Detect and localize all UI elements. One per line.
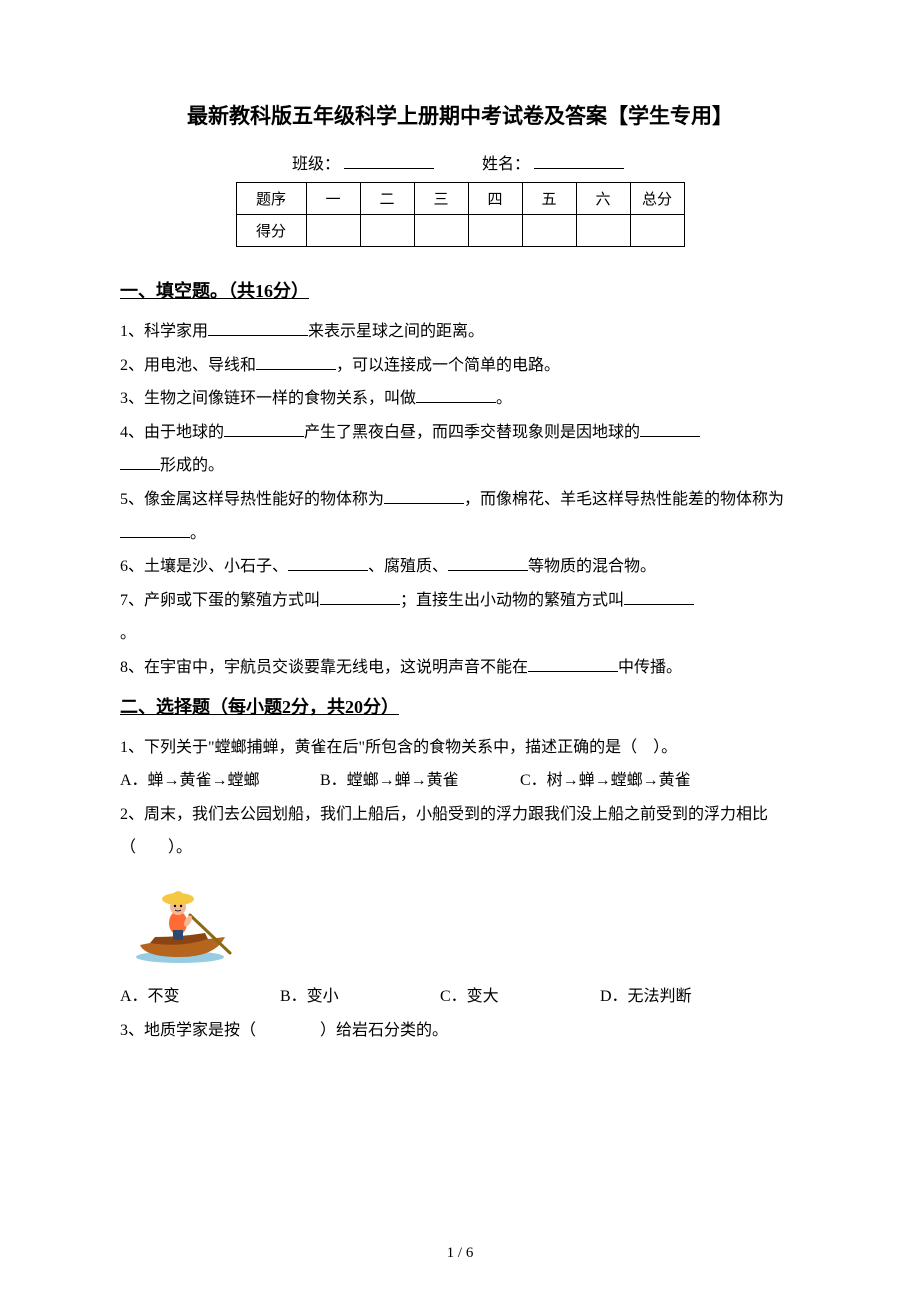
- fill-blank: [320, 604, 400, 605]
- score-cell: [468, 215, 522, 247]
- q-text: 6、土壤是沙、小石子、: [120, 558, 288, 575]
- q-text: 来表示星球之间的距离。: [308, 323, 484, 340]
- score-table: 题序 一 二 三 四 五 六 总分 得分: [236, 182, 685, 247]
- col-header: 二: [360, 183, 414, 215]
- col-header: 一: [306, 183, 360, 215]
- question-2-3: 3、地质学家是按（ ）给岩石分类的。: [120, 1014, 800, 1048]
- question-1-1: 1、科学家用 来表示星球之间的距离。: [120, 315, 800, 349]
- row-label: 题序: [236, 183, 306, 215]
- question-2-2: 2、周末，我们去公园划船，我们上船后，小船受到的浮力跟我们没上船之前受到的浮力相…: [120, 798, 800, 865]
- fill-blank: [624, 604, 694, 605]
- class-label: 班级：: [292, 156, 340, 173]
- q-text: 。: [496, 390, 512, 407]
- class-name-row: 班级： 姓名：: [120, 150, 800, 174]
- fill-blank: [448, 570, 528, 571]
- option-c: C．树→蝉→螳螂→黄雀: [520, 764, 691, 798]
- col-header: 总分: [630, 183, 684, 215]
- q-text: ；直接生出小动物的繁殖方式叫: [400, 592, 624, 609]
- col-header: 六: [576, 183, 630, 215]
- question-1-8: 8、在宇宙中，宇航员交谈要靠无线电，这说明声音不能在 中传播。: [120, 651, 800, 685]
- col-header: 三: [414, 183, 468, 215]
- question-1-5: 5、像金属这样导热性能好的物体称为 ，而像棉花、羊毛这样导热性能差的物体称为。: [120, 483, 800, 550]
- score-cell: [522, 215, 576, 247]
- fill-blank: [416, 402, 496, 403]
- q-text: 。: [120, 625, 136, 642]
- fill-blank: [120, 469, 160, 470]
- option-b: B．螳螂→蝉→黄雀: [320, 764, 520, 798]
- option-b: B．变小: [280, 980, 440, 1014]
- section-1-title: 一、填空题。（共16分）: [120, 277, 800, 303]
- document-title: 最新教科版五年级科学上册期中考试卷及答案【学生专用】: [120, 100, 800, 130]
- table-row: 题序 一 二 三 四 五 六 总分: [236, 183, 684, 215]
- score-cell: [630, 215, 684, 247]
- score-cell: [576, 215, 630, 247]
- score-cell: [360, 215, 414, 247]
- fill-blank: [288, 570, 368, 571]
- q-text: ，可以连接成一个简单的电路。: [336, 357, 560, 374]
- q-text: 等物质的混合物。: [528, 558, 656, 575]
- q-text: 7、产卵或下蛋的繁殖方式叫: [120, 592, 320, 609]
- option-c: C．变大: [440, 980, 600, 1014]
- row-label: 得分: [236, 215, 306, 247]
- q-text: 1、科学家用: [120, 323, 208, 340]
- col-header: 四: [468, 183, 522, 215]
- table-row: 得分: [236, 215, 684, 247]
- option-a: A．蝉→黄雀→螳螂: [120, 764, 320, 798]
- class-blank: [344, 168, 434, 169]
- name-blank: [534, 168, 624, 169]
- q-text: 3、生物之间像链环一样的食物关系，叫做: [120, 390, 416, 407]
- question-1-3: 3、生物之间像链环一样的食物关系，叫做 。: [120, 382, 800, 416]
- fill-blank: [384, 503, 464, 504]
- page-number: 1 / 6: [0, 1245, 920, 1262]
- option-d: D．无法判断: [600, 980, 692, 1014]
- q-text: 形成的。: [160, 457, 224, 474]
- question-1-7: 7、产卵或下蛋的繁殖方式叫 ；直接生出小动物的繁殖方式叫。: [120, 584, 800, 651]
- question-2-1: 1、下列关于"螳螂捕蝉，黄雀在后"所包含的食物关系中，描述正确的是（ ）。: [120, 731, 800, 765]
- q-text: ，而像棉花、羊毛这样导热性能差的物体称为: [464, 491, 784, 508]
- q-text: 、腐殖质、: [368, 558, 448, 575]
- boat-illustration: [130, 875, 800, 970]
- question-2-2-options: A．不变 B．变小 C．变大 D．无法判断: [120, 980, 800, 1014]
- q-text: 4、由于地球的: [120, 424, 224, 441]
- question-2-1-options: A．蝉→黄雀→螳螂 B．螳螂→蝉→黄雀 C．树→蝉→螳螂→黄雀: [120, 764, 800, 798]
- q-text: 5、像金属这样导热性能好的物体称为: [120, 491, 384, 508]
- score-cell: [306, 215, 360, 247]
- q-text: 中传播。: [618, 659, 682, 676]
- section-2-title: 二、选择题（每小题2分，共20分）: [120, 693, 800, 719]
- fill-blank: [224, 436, 304, 437]
- fill-blank: [528, 671, 618, 672]
- question-1-4: 4、由于地球的 产生了黑夜白昼，而四季交替现象则是因地球的形成的。: [120, 416, 800, 483]
- q-text: 产生了黑夜白昼，而四季交替现象则是因地球的: [304, 424, 640, 441]
- col-header: 五: [522, 183, 576, 215]
- boat-icon: [130, 875, 240, 965]
- fill-blank: [208, 335, 308, 336]
- q-text: 。: [190, 525, 206, 542]
- score-cell: [414, 215, 468, 247]
- question-1-2: 2、用电池、导线和 ，可以连接成一个简单的电路。: [120, 349, 800, 383]
- q-text: 8、在宇宙中，宇航员交谈要靠无线电，这说明声音不能在: [120, 659, 528, 676]
- question-1-6: 6、土壤是沙、小石子、 、腐殖质、 等物质的混合物。: [120, 550, 800, 584]
- name-label: 姓名：: [482, 156, 530, 173]
- fill-blank: [640, 436, 700, 437]
- fill-blank: [256, 369, 336, 370]
- option-a: A．不变: [120, 980, 280, 1014]
- q-text: 2、用电池、导线和: [120, 357, 256, 374]
- fill-blank: [120, 537, 190, 538]
